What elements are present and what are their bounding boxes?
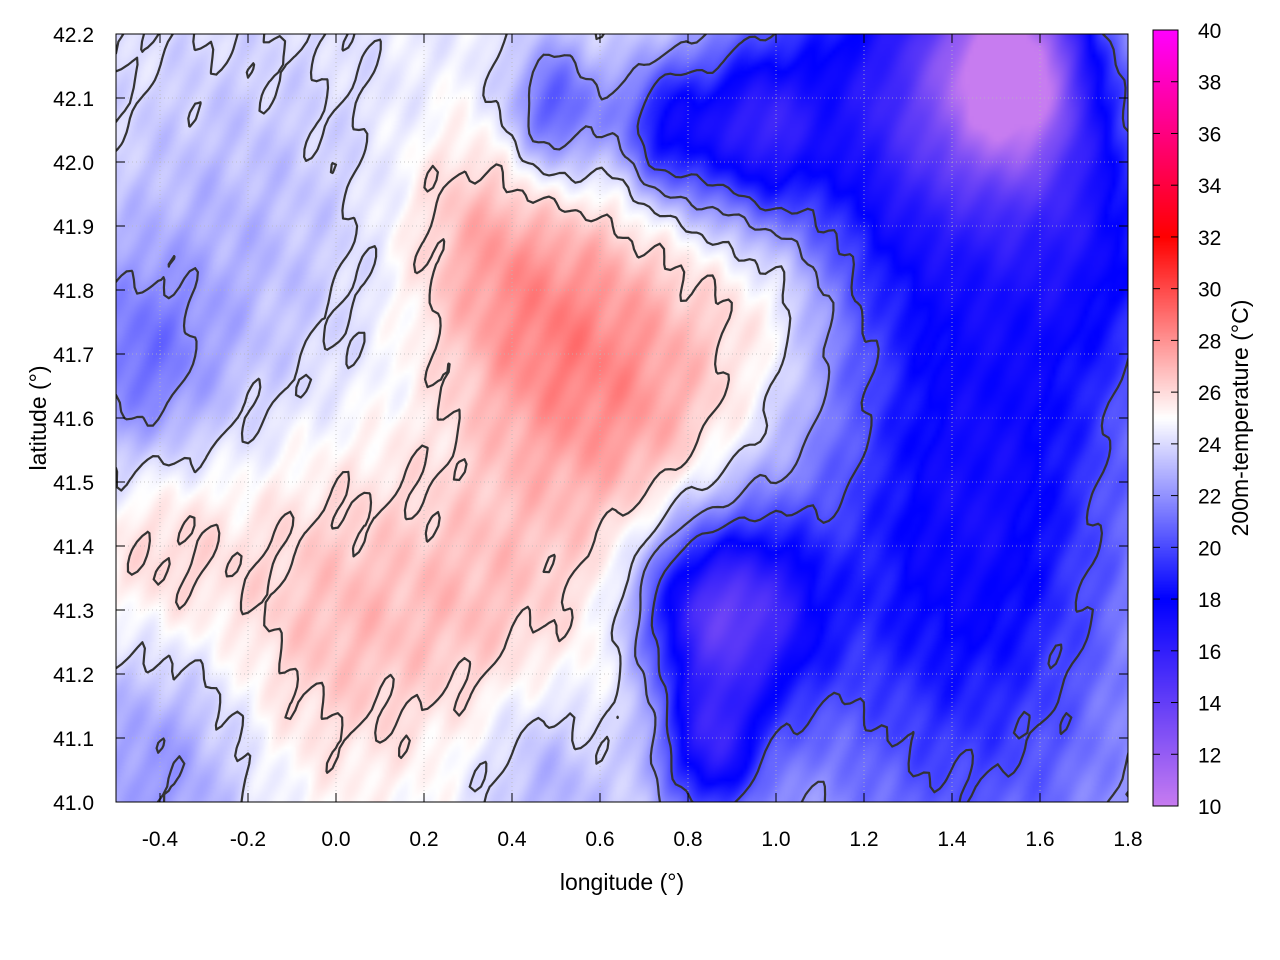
x-tick-label: 1.8 [1113, 828, 1142, 851]
x-tick-label: 0.8 [673, 828, 702, 851]
y-tick-label: 41.8 [53, 280, 94, 303]
x-tick-label: 1.2 [849, 828, 878, 851]
contour-line-26 [126, 163, 733, 774]
x-tick-label: -0.4 [142, 828, 179, 851]
y-tick-label: 42.2 [53, 24, 94, 47]
y-tick-label: 41.7 [53, 344, 94, 367]
y-tick-label: 42.0 [53, 152, 94, 175]
y-tick-label: 42.1 [53, 88, 94, 111]
colorbar-tick-label: 14 [1198, 693, 1222, 716]
x-tick-label: -0.2 [230, 828, 266, 851]
y-tick-label: 41.0 [53, 792, 94, 815]
colorbar-tick-label: 22 [1198, 486, 1221, 509]
colorbar-ticks: 10 12 14 16 18 20 22 24 26 28 30 32 34 36 38 40 [1153, 20, 1222, 819]
colorbar-tick-label: 30 [1198, 279, 1221, 302]
colorbar-tick-label: 12 [1198, 744, 1221, 767]
colorbar-tick-label: 32 [1198, 227, 1221, 250]
contour-line-20 [636, 34, 1128, 802]
colorbar-tick-label: 28 [1198, 330, 1221, 353]
y-tick-label: 41.6 [53, 408, 94, 431]
y-axis-title: latitude (°) [25, 365, 51, 470]
colorbar-tick-label: 38 [1198, 72, 1221, 95]
contour-lines [116, 34, 1128, 802]
colorbar-tick-label: 26 [1198, 382, 1221, 405]
colorbar-tick-label: 10 [1198, 796, 1221, 819]
colorbar-tick-label: 34 [1198, 175, 1222, 198]
colorbar-tick-label: 36 [1198, 123, 1221, 146]
colorbar-frame [1152, 29, 1179, 807]
x-tick-label: 1.4 [937, 828, 967, 851]
x-tick-label: 1.0 [761, 828, 790, 851]
y-axis-ticks: 41.0 41.1 41.2 41.3 41.4 41.5 41.6 41.7 41.8 41.9… [53, 24, 1128, 815]
contour-line-24 [116, 34, 792, 802]
y-tick-label: 41.5 [53, 472, 94, 495]
y-tick-label: 41.9 [53, 216, 94, 239]
colorbar-tick-label: 18 [1198, 589, 1221, 612]
y-tick-label: 41.3 [53, 600, 94, 623]
x-tick-label: 1.6 [1025, 828, 1054, 851]
colorbar-tick-label: 16 [1198, 641, 1221, 664]
colorbar-tick-label: 20 [1198, 537, 1221, 560]
colorbar-title: 200m-temperature (°C) [1227, 300, 1253, 537]
y-tick-label: 41.2 [53, 664, 94, 687]
colorbar-tick-label: 24 [1198, 434, 1222, 457]
x-axis-title: longitude (°) [560, 869, 684, 895]
x-tick-label: 0.2 [409, 828, 438, 851]
x-tick-label: 0.0 [321, 828, 350, 851]
y-tick-label: 41.1 [53, 728, 94, 751]
grid-lines [116, 33, 1129, 803]
x-axis-ticks: -0.4 -0.2 0.0 0.2 0.4 0.6 0.8 1.0 1.2 1.4 1.6 1.8 [142, 34, 1143, 851]
colorbar-gradient [1153, 30, 1178, 806]
x-tick-label: 0.4 [497, 828, 527, 851]
y-tick-label: 41.4 [53, 536, 94, 559]
x-tick-label: 0.6 [585, 828, 614, 851]
colorbar-tick-label: 40 [1198, 20, 1221, 43]
